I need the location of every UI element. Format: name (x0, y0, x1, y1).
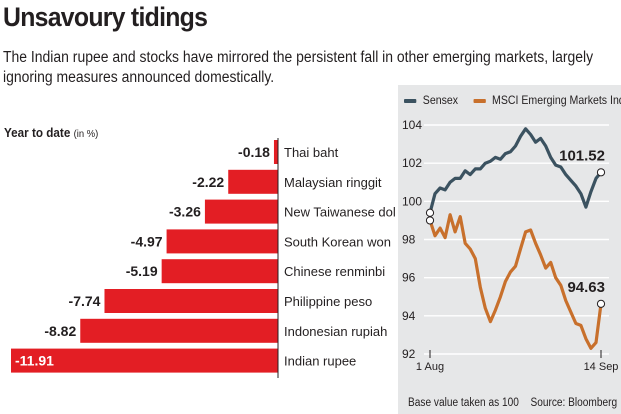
bar-8 (11, 348, 278, 373)
bar-value-label-3: -3.26 (169, 204, 201, 220)
bar-chart-unit: (in %) (73, 128, 99, 140)
bar-5 (161, 259, 278, 284)
end-marker-sensex (596, 168, 606, 177)
bar-value-label-5: -5.19 (126, 263, 158, 279)
bar-4 (166, 229, 278, 254)
bar-category-label-1: Thai baht (284, 145, 339, 160)
line-chart: 104 102 100 98 96 94 92 101.52 94.63 1 Aug 14 Sep (402, 118, 619, 373)
x-tick-label-end: 14 Sep (584, 361, 619, 373)
legend-swatch-msci (473, 98, 486, 103)
bar-category-label-5: Chinese renminbi (284, 264, 385, 279)
footnote-base: Base value taken as 100 (408, 397, 519, 409)
line-series-msci (428, 213, 603, 350)
bar-value-label-7: -8.82 (44, 323, 76, 339)
y-tick-label-102: 102 (402, 156, 422, 170)
legend-swatch-sensex (404, 98, 417, 103)
line-chart-panel: 104 102 100 98 96 94 92 101.52 94.63 1 Aug 14 Sep … (398, 85, 621, 414)
bar-value-label-1: -0.18 (238, 144, 270, 160)
bar-3 (204, 199, 278, 224)
footnote: Base value taken as 100 Source: Bloomber… (408, 397, 621, 409)
bar-chart-title-text: Year to date (4, 125, 71, 140)
bar-category-label-8: Indian rupee (284, 354, 356, 369)
standfirst: The Indian rupee and stocks have mirrore… (3, 48, 594, 88)
bar-value-label-6: -7.74 (69, 293, 101, 309)
bar-category-label-3: New Taiwanese dollar (284, 205, 395, 220)
y-tick-label-100: 100 (402, 194, 422, 208)
end-label-msci: 94.63 (567, 279, 605, 296)
end-label-sensex: 101.52 (559, 147, 605, 164)
bar-1 (273, 140, 278, 164)
legend-label-sensex: Sensex (422, 93, 459, 107)
line-chart-legend: Sensex MSCI Emerging Markets Index (404, 93, 621, 107)
end-marker-msci (596, 299, 606, 308)
x-tick-label-start: 1 Aug (416, 361, 444, 373)
legend-item-sensex: Sensex (404, 93, 458, 107)
standfirst-line-1: The Indian rupee and stocks have mirrore… (3, 49, 594, 66)
bar-category-label-2: Malaysian ringgit (284, 175, 382, 190)
y-tick-label-94: 94 (402, 309, 416, 323)
bar-6 (104, 289, 278, 313)
bar-chart: -0.18 Thai baht -2.22 Malaysian ringgit -3.2… (11, 138, 395, 378)
bar-category-label-6: Philippine peso (284, 294, 372, 309)
bar-2 (228, 169, 278, 194)
standfirst-line-2: ignoring measures announced domestically… (3, 69, 275, 86)
y-tick-label-96: 96 (402, 271, 416, 285)
legend-item-msci: MSCI Emerging Markets Index (473, 93, 621, 107)
bar-7 (80, 318, 279, 343)
bar-chart-title: Year to date (in %) (4, 125, 98, 140)
bar-value-label-4: -4.97 (131, 233, 163, 249)
start-marker-msci (425, 216, 435, 225)
legend-label-msci: MSCI Emerging Markets Index (492, 93, 621, 107)
bar-category-label-4: South Korean won (284, 234, 391, 249)
start-marker-sensex (425, 208, 435, 217)
bar-category-label-7: Indonesian rupiah (284, 324, 387, 339)
bar-value-label-2: -2.22 (192, 174, 224, 190)
y-tick-label-92: 92 (402, 347, 416, 361)
bar-value-label-8: -11.91 (15, 353, 54, 369)
headline: Unsavoury tidings (3, 2, 208, 32)
y-tick-label-104: 104 (402, 118, 422, 132)
y-tick-label-98: 98 (402, 233, 416, 247)
line-series-sensex (428, 127, 603, 214)
footnote-source: Source: Bloomberg (530, 397, 618, 409)
